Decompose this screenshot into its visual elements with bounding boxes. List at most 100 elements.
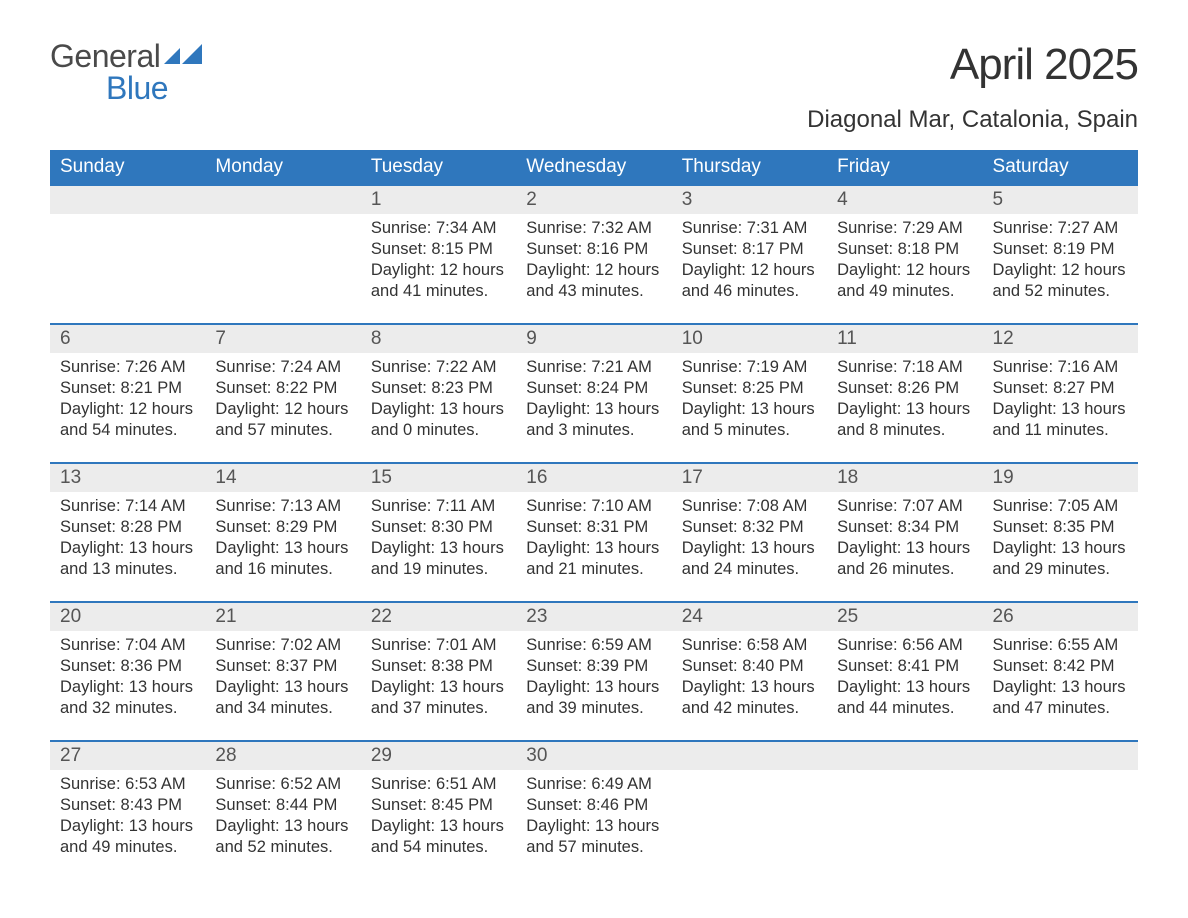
day-content-cell: Sunrise: 6:58 AMSunset: 8:40 PMDaylight:… bbox=[672, 631, 827, 741]
daylight-line2: and 44 minutes. bbox=[837, 698, 972, 719]
daylight-line1: Daylight: 13 hours bbox=[371, 677, 506, 698]
daylight-line1: Daylight: 13 hours bbox=[837, 399, 972, 420]
content-row: Sunrise: 7:26 AMSunset: 8:21 PMDaylight:… bbox=[50, 353, 1138, 463]
daylight-line2: and 49 minutes. bbox=[60, 837, 195, 858]
day-number-cell: 18 bbox=[827, 463, 982, 492]
daylight-line1: Daylight: 13 hours bbox=[993, 677, 1128, 698]
daylight-line1: Daylight: 12 hours bbox=[682, 260, 817, 281]
sunrise-line: Sunrise: 7:21 AM bbox=[526, 357, 661, 378]
page-title: April 2025 bbox=[807, 40, 1138, 90]
day-number-cell: 6 bbox=[50, 324, 205, 353]
sunrise-line: Sunrise: 7:31 AM bbox=[682, 218, 817, 239]
day-content-cell: Sunrise: 7:14 AMSunset: 8:28 PMDaylight:… bbox=[50, 492, 205, 602]
sunrise-line: Sunrise: 7:08 AM bbox=[682, 496, 817, 517]
daylight-line1: Daylight: 13 hours bbox=[682, 538, 817, 559]
daylight-line1: Daylight: 13 hours bbox=[993, 538, 1128, 559]
day-number-cell: 15 bbox=[361, 463, 516, 492]
day-content-cell: Sunrise: 7:05 AMSunset: 8:35 PMDaylight:… bbox=[983, 492, 1138, 602]
sunset-line: Sunset: 8:31 PM bbox=[526, 517, 661, 538]
day-content-cell: Sunrise: 7:27 AMSunset: 8:19 PMDaylight:… bbox=[983, 214, 1138, 324]
sunrise-line: Sunrise: 7:29 AM bbox=[837, 218, 972, 239]
daylight-line2: and 41 minutes. bbox=[371, 281, 506, 302]
sunrise-line: Sunrise: 7:18 AM bbox=[837, 357, 972, 378]
weekday-header: Monday bbox=[205, 150, 360, 185]
daylight-line2: and 54 minutes. bbox=[60, 420, 195, 441]
weekday-header-row: Sunday Monday Tuesday Wednesday Thursday… bbox=[50, 150, 1138, 185]
daylight-line2: and 54 minutes. bbox=[371, 837, 506, 858]
daylight-line2: and 16 minutes. bbox=[215, 559, 350, 580]
sunrise-line: Sunrise: 7:13 AM bbox=[215, 496, 350, 517]
flag-icon bbox=[164, 44, 202, 68]
day-content-cell: Sunrise: 6:53 AMSunset: 8:43 PMDaylight:… bbox=[50, 770, 205, 880]
day-content-cell: Sunrise: 7:21 AMSunset: 8:24 PMDaylight:… bbox=[516, 353, 671, 463]
sunrise-line: Sunrise: 6:53 AM bbox=[60, 774, 195, 795]
content-row: Sunrise: 7:04 AMSunset: 8:36 PMDaylight:… bbox=[50, 631, 1138, 741]
day-content-cell: Sunrise: 7:01 AMSunset: 8:38 PMDaylight:… bbox=[361, 631, 516, 741]
day-content-cell bbox=[983, 770, 1138, 880]
sunset-line: Sunset: 8:41 PM bbox=[837, 656, 972, 677]
daylight-line2: and 46 minutes. bbox=[682, 281, 817, 302]
sunset-line: Sunset: 8:30 PM bbox=[371, 517, 506, 538]
day-number-cell: 20 bbox=[50, 602, 205, 631]
daylight-line2: and 29 minutes. bbox=[993, 559, 1128, 580]
daylight-line1: Daylight: 13 hours bbox=[371, 538, 506, 559]
sunset-line: Sunset: 8:43 PM bbox=[60, 795, 195, 816]
sunrise-line: Sunrise: 6:56 AM bbox=[837, 635, 972, 656]
day-content-cell: Sunrise: 6:51 AMSunset: 8:45 PMDaylight:… bbox=[361, 770, 516, 880]
daylight-line2: and 52 minutes. bbox=[215, 837, 350, 858]
daylight-line1: Daylight: 13 hours bbox=[526, 399, 661, 420]
day-number-cell: 30 bbox=[516, 741, 671, 770]
daylight-line1: Daylight: 13 hours bbox=[526, 538, 661, 559]
day-content-cell bbox=[50, 214, 205, 324]
sunrise-line: Sunrise: 6:59 AM bbox=[526, 635, 661, 656]
daylight-line2: and 52 minutes. bbox=[993, 281, 1128, 302]
day-content-cell: Sunrise: 7:13 AMSunset: 8:29 PMDaylight:… bbox=[205, 492, 360, 602]
sunset-line: Sunset: 8:39 PM bbox=[526, 656, 661, 677]
weekday-header: Friday bbox=[827, 150, 982, 185]
day-number-cell bbox=[827, 741, 982, 770]
daylight-line2: and 0 minutes. bbox=[371, 420, 506, 441]
daylight-line2: and 21 minutes. bbox=[526, 559, 661, 580]
daynum-row: 12345 bbox=[50, 185, 1138, 214]
sunrise-line: Sunrise: 6:49 AM bbox=[526, 774, 661, 795]
daylight-line1: Daylight: 13 hours bbox=[60, 816, 195, 837]
sunset-line: Sunset: 8:15 PM bbox=[371, 239, 506, 260]
day-content-cell: Sunrise: 7:04 AMSunset: 8:36 PMDaylight:… bbox=[50, 631, 205, 741]
day-number-cell: 27 bbox=[50, 741, 205, 770]
day-number-cell: 4 bbox=[827, 185, 982, 214]
weekday-header: Saturday bbox=[983, 150, 1138, 185]
day-number-cell: 2 bbox=[516, 185, 671, 214]
sunrise-line: Sunrise: 7:05 AM bbox=[993, 496, 1128, 517]
sunrise-line: Sunrise: 7:19 AM bbox=[682, 357, 817, 378]
daylight-line2: and 49 minutes. bbox=[837, 281, 972, 302]
sunrise-line: Sunrise: 7:10 AM bbox=[526, 496, 661, 517]
day-number-cell: 12 bbox=[983, 324, 1138, 353]
day-content-cell: Sunrise: 7:10 AMSunset: 8:31 PMDaylight:… bbox=[516, 492, 671, 602]
day-number-cell bbox=[672, 741, 827, 770]
daylight-line1: Daylight: 13 hours bbox=[682, 399, 817, 420]
sunrise-line: Sunrise: 7:26 AM bbox=[60, 357, 195, 378]
sunrise-line: Sunrise: 7:27 AM bbox=[993, 218, 1128, 239]
sunrise-line: Sunrise: 6:51 AM bbox=[371, 774, 506, 795]
sunset-line: Sunset: 8:42 PM bbox=[993, 656, 1128, 677]
sunrise-line: Sunrise: 7:32 AM bbox=[526, 218, 661, 239]
daylight-line2: and 39 minutes. bbox=[526, 698, 661, 719]
sunset-line: Sunset: 8:45 PM bbox=[371, 795, 506, 816]
daylight-line2: and 8 minutes. bbox=[837, 420, 972, 441]
sunset-line: Sunset: 8:18 PM bbox=[837, 239, 972, 260]
daylight-line1: Daylight: 13 hours bbox=[682, 677, 817, 698]
daylight-line2: and 34 minutes. bbox=[215, 698, 350, 719]
daylight-line2: and 32 minutes. bbox=[60, 698, 195, 719]
sunrise-line: Sunrise: 7:07 AM bbox=[837, 496, 972, 517]
sunset-line: Sunset: 8:16 PM bbox=[526, 239, 661, 260]
weekday-header: Tuesday bbox=[361, 150, 516, 185]
day-number-cell: 3 bbox=[672, 185, 827, 214]
day-content-cell bbox=[205, 214, 360, 324]
daylight-line1: Daylight: 12 hours bbox=[993, 260, 1128, 281]
daylight-line2: and 26 minutes. bbox=[837, 559, 972, 580]
day-content-cell: Sunrise: 7:32 AMSunset: 8:16 PMDaylight:… bbox=[516, 214, 671, 324]
day-content-cell: Sunrise: 6:59 AMSunset: 8:39 PMDaylight:… bbox=[516, 631, 671, 741]
day-content-cell: Sunrise: 6:56 AMSunset: 8:41 PMDaylight:… bbox=[827, 631, 982, 741]
day-number-cell: 21 bbox=[205, 602, 360, 631]
daylight-line2: and 19 minutes. bbox=[371, 559, 506, 580]
